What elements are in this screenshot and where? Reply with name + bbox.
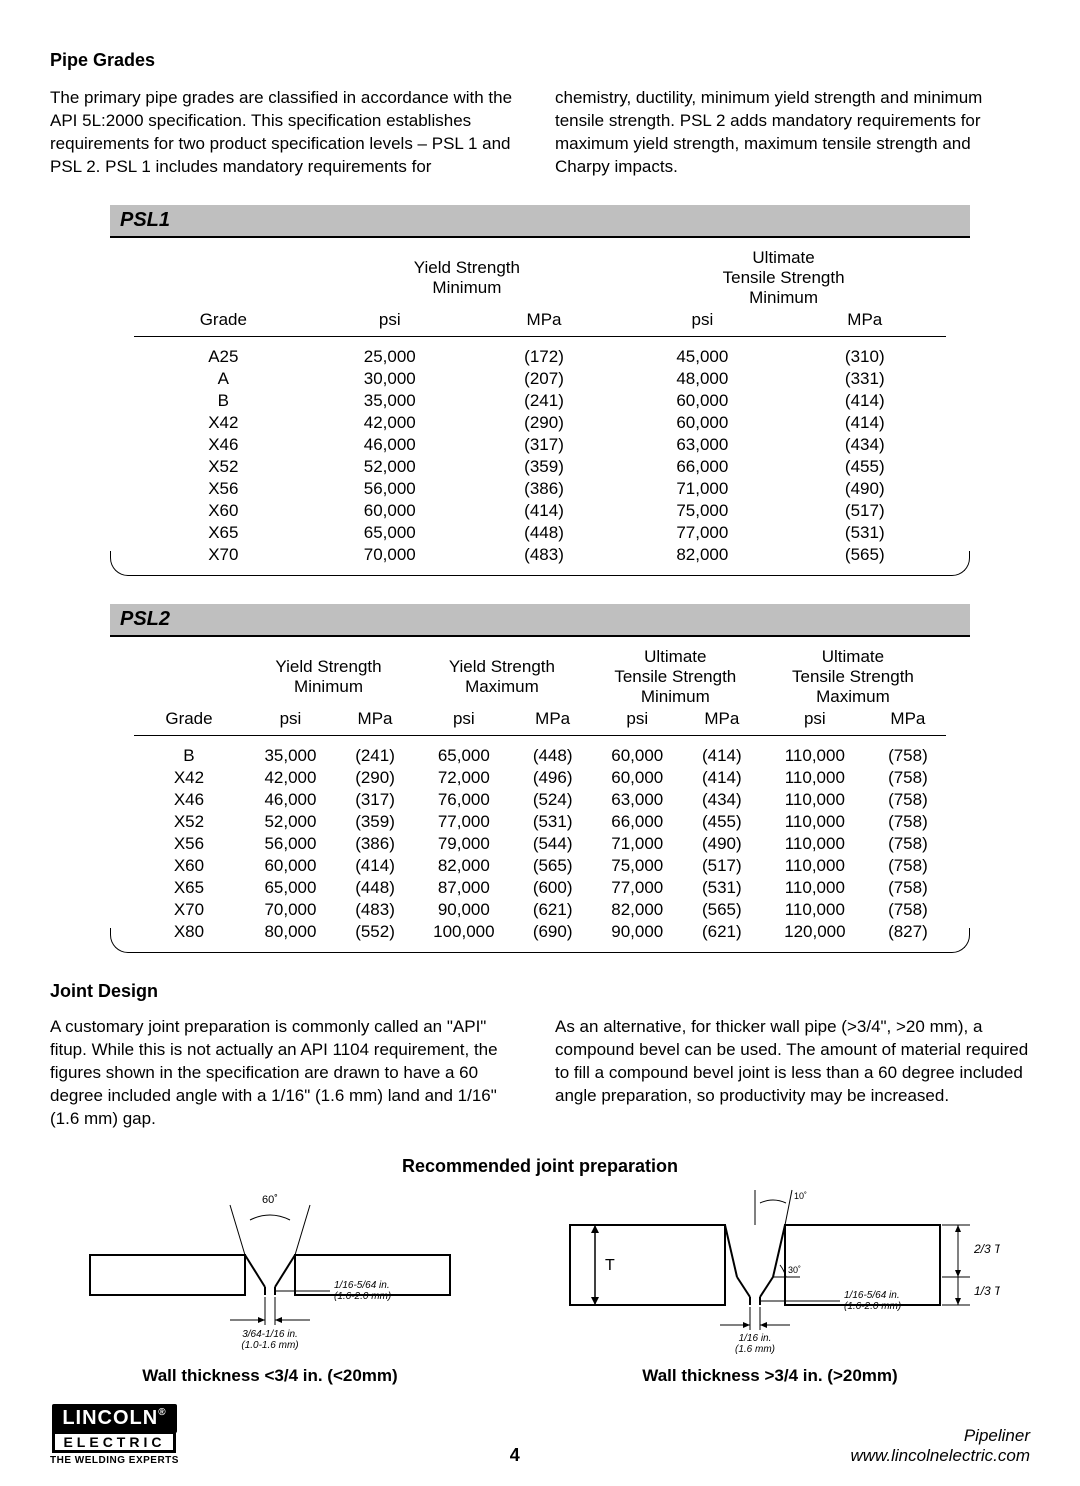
table-row: X6565,000(448)87,000(600)77,000(531)110,… — [134, 877, 946, 899]
diagram-1: 60˚ 1/16-5/64 in.(1.6-2.0 mm) 3/64-1/16 … — [80, 1185, 460, 1386]
psl2-title: PSL2 — [110, 604, 970, 635]
d1-angle: 60˚ — [262, 1194, 278, 1206]
table-row: A30,000(207)48,000(331) — [134, 368, 946, 390]
table-row: X5656,000(386)79,000(544)71,000(490)110,… — [134, 833, 946, 855]
section-title: Pipe Grades — [50, 50, 1030, 71]
psl2-grp-1: Yield Strength Maximum — [413, 643, 591, 708]
section2-text: A customary joint preparation is commonl… — [50, 1016, 1030, 1131]
table-row: X4242,000(290)60,000(414) — [134, 412, 946, 434]
psl2-uh-1: psi — [244, 708, 337, 736]
psl1-grp-0: Yield Strength Minimum — [313, 244, 622, 309]
table-row: X4646,000(317)76,000(524)63,000(434)110,… — [134, 789, 946, 811]
diagram-title: Recommended joint preparation — [50, 1156, 1030, 1177]
logo-top: LINCOLN — [62, 1407, 158, 1429]
table-row: X4646,000(317)63,000(434) — [134, 434, 946, 456]
psl2-grade-head: Grade — [134, 643, 244, 736]
footer-url: www.lincolnelectric.com — [851, 1446, 1031, 1466]
psl2-uh-5: psi — [591, 708, 684, 736]
psl2-uh-4: MPa — [515, 708, 591, 736]
psl2-uh-7: psi — [760, 708, 870, 736]
psl1-uh-4: MPa — [784, 309, 946, 337]
section2-title: Joint Design — [50, 981, 1030, 1002]
psl2-grp-3: Ultimate Tensile Strength Maximum — [760, 643, 946, 708]
section2-right: As an alternative, for thicker wall pipe… — [555, 1016, 1030, 1131]
d2-gap: 1/16 in.(1.6 mm) — [735, 1333, 775, 1355]
d2-midangle: 30˚ — [788, 1265, 801, 1275]
d2-caption: Wall thickness >3/4 in. (>20mm) — [540, 1366, 1000, 1386]
d2-land: 1/16-5/64 in.(1.6-2.0 mm) — [844, 1290, 901, 1312]
psl1-grade-head: Grade — [134, 244, 313, 337]
footer-brand: Pipeliner — [851, 1426, 1031, 1446]
page-number: 4 — [510, 1445, 520, 1466]
table-row: X6060,000(414)75,000(517) — [134, 500, 946, 522]
psl2-uh-8: MPa — [870, 708, 946, 736]
intro-left: The primary pipe grades are classified i… — [50, 87, 525, 179]
intro-right: chemistry, ductility, minimum yield stre… — [555, 87, 1030, 179]
table-row: X5656,000(386)71,000(490) — [134, 478, 946, 500]
intro-text: The primary pipe grades are classified i… — [50, 87, 1030, 179]
section2-left: A customary joint preparation is commonl… — [50, 1016, 525, 1131]
d2-23T: 2/3 T — [973, 1242, 1000, 1256]
psl1-block: PSL1 Grade Yield Strength Minimum Ultima… — [110, 205, 970, 576]
d2-topangle: 10˚ — [794, 1191, 807, 1201]
psl2-uh-3: psi — [413, 708, 515, 736]
table-row: A2525,000(172)45,000(310) — [134, 336, 946, 368]
table-row: B35,000(241)65,000(448)60,000(414)110,00… — [134, 735, 946, 767]
table-row: X4242,000(290)72,000(496)60,000(414)110,… — [134, 767, 946, 789]
diagram-2: 10˚ 30˚ T 2/3 T — [540, 1185, 1000, 1386]
table-row: X5252,000(359)77,000(531)66,000(455)110,… — [134, 811, 946, 833]
table-row: B35,000(241)60,000(414) — [134, 390, 946, 412]
psl2-grp-2: Ultimate Tensile Strength Minimum — [591, 643, 760, 708]
psl2-block: PSL2 Grade Yield Strength Minimum Yield … — [110, 604, 970, 953]
table-row: X6565,000(448)77,000(531) — [134, 522, 946, 544]
table-row: X8080,000(552)100,000(690)90,000(621)120… — [134, 921, 946, 943]
d1-gap: 3/64-1/16 in.(1.0-1.6 mm) — [241, 1329, 298, 1351]
table-row: X7070,000(483)90,000(621)82,000(565)110,… — [134, 899, 946, 921]
table-row: X6060,000(414)82,000(565)75,000(517)110,… — [134, 855, 946, 877]
psl1-uh-2: MPa — [467, 309, 621, 337]
table-row: X5252,000(359)66,000(455) — [134, 456, 946, 478]
d2-T: T — [605, 1257, 615, 1274]
d1-caption: Wall thickness <3/4 in. (<20mm) — [80, 1366, 460, 1386]
psl1-uh-1: psi — [313, 309, 467, 337]
psl2-grp-0: Yield Strength Minimum — [244, 643, 413, 708]
logo: LINCOLN® ELECTRIC THE WELDING EXPERTS — [50, 1404, 179, 1466]
logo-mid: ELECTRIC — [52, 1431, 176, 1453]
psl1-uh-3: psi — [621, 309, 783, 337]
psl2-uh-2: MPa — [337, 708, 413, 736]
psl2-table: Grade Yield Strength Minimum Yield Stren… — [134, 643, 946, 943]
d1-land: 1/16-5/64 in.(1.6-2.0 mm) — [334, 1280, 391, 1302]
logo-bot: THE WELDING EXPERTS — [50, 1455, 179, 1466]
psl1-grp-1: Ultimate Tensile Strength Minimum — [621, 244, 946, 309]
table-row: X7070,000(483)82,000(565) — [134, 544, 946, 566]
psl1-table: Grade Yield Strength Minimum Ultimate Te… — [134, 244, 946, 566]
d2-13T: 1/3 T — [974, 1284, 1000, 1298]
psl1-title: PSL1 — [110, 205, 970, 236]
psl2-uh-6: MPa — [684, 708, 760, 736]
